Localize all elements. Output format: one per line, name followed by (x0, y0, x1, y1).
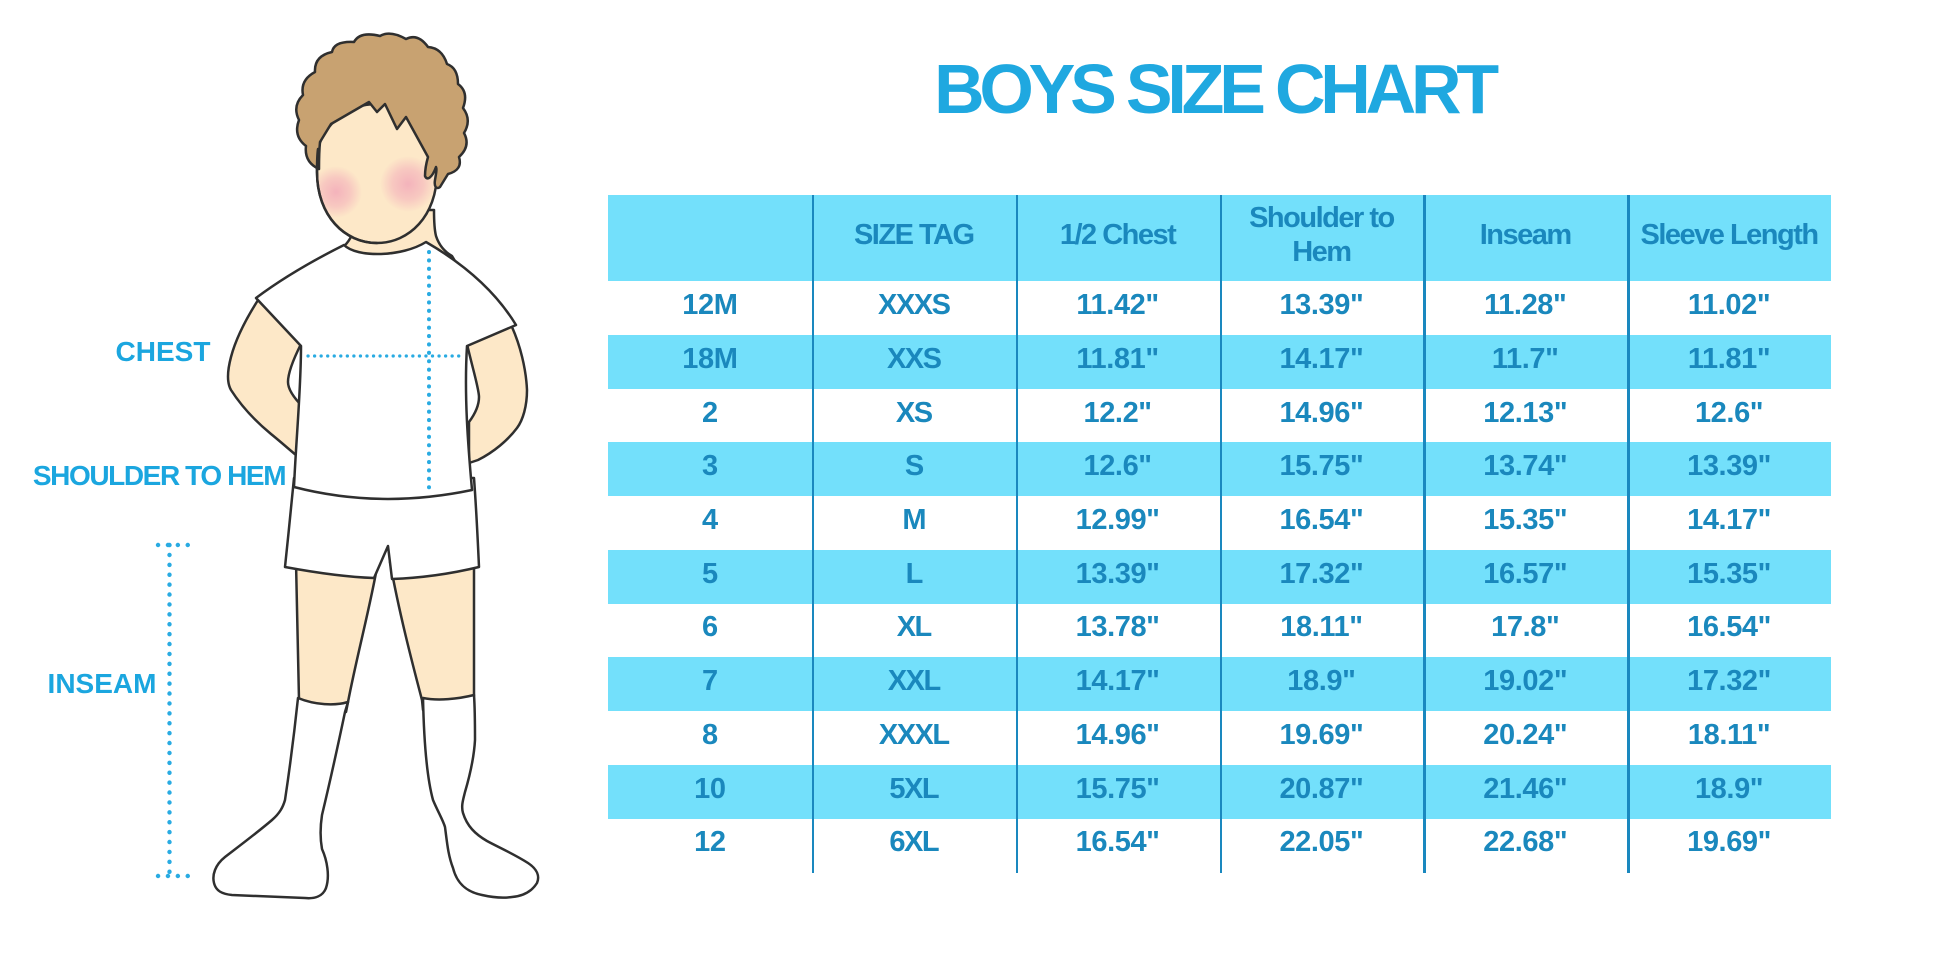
svg-text:CHEST: CHEST (116, 336, 211, 367)
svg-text:INSEAM: INSEAM (48, 668, 157, 699)
svg-text:SHOULDER TO HEM: SHOULDER TO HEM (33, 460, 285, 491)
